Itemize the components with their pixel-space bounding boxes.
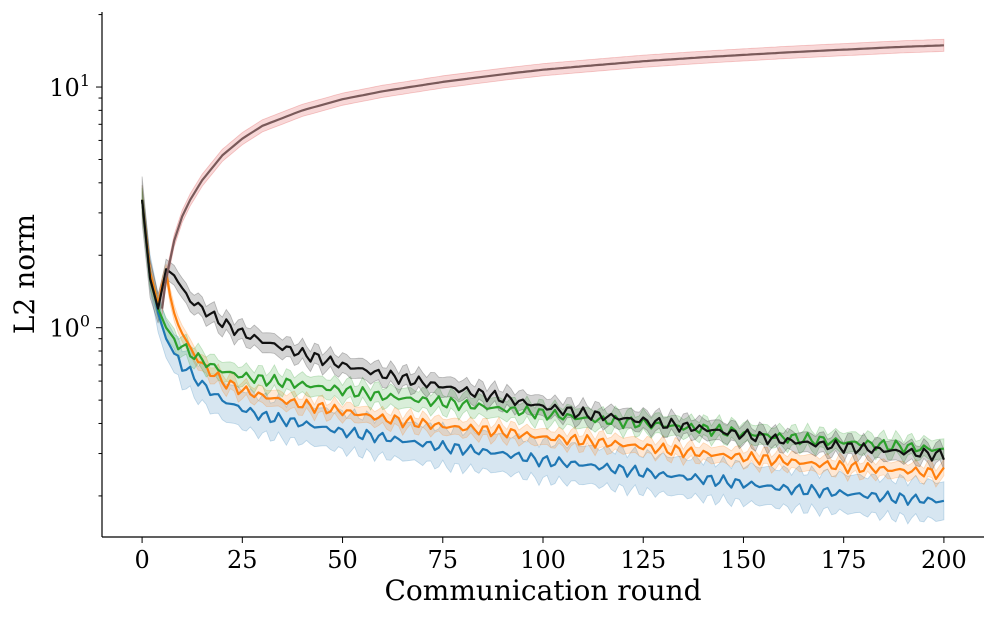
confidence-bands: [141, 38, 945, 525]
x-tick-label: 50: [327, 546, 358, 574]
band-brown: [161, 38, 945, 315]
series-lines: [141, 44, 945, 506]
x-tick-label: 175: [821, 546, 867, 574]
x-tick-label: 75: [427, 546, 458, 574]
series-line-black: [141, 199, 945, 462]
y-tick-label: 100: [49, 312, 90, 343]
x-tick-label: 200: [921, 546, 967, 574]
x-tick-label: 0: [134, 546, 149, 574]
band-orange: [141, 185, 945, 488]
series-line-green: [141, 199, 944, 454]
series-line-blue: [141, 199, 945, 506]
y-tick-label: 101: [49, 71, 90, 102]
x-tick-label: 100: [520, 546, 566, 574]
x-axis-label: Communication round: [384, 574, 701, 607]
x-tick-label: 25: [227, 546, 258, 574]
x-tick-label: 150: [721, 546, 767, 574]
x-ticks: 0 25 50 75 100 125 150 175 200: [134, 537, 967, 574]
series-line-orange: [141, 199, 945, 481]
y-axis-label: L2 norm: [8, 214, 41, 334]
series-line-brown: [161, 44, 944, 309]
band-blue: [141, 185, 945, 525]
x-tick-label: 125: [620, 546, 666, 574]
y-ticks: 100 101: [49, 14, 102, 497]
